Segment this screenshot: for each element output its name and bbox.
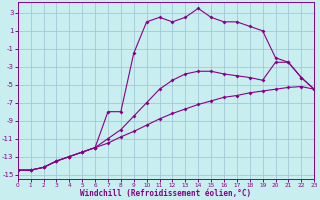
X-axis label: Windchill (Refroidissement éolien,°C): Windchill (Refroidissement éolien,°C) bbox=[80, 189, 252, 198]
